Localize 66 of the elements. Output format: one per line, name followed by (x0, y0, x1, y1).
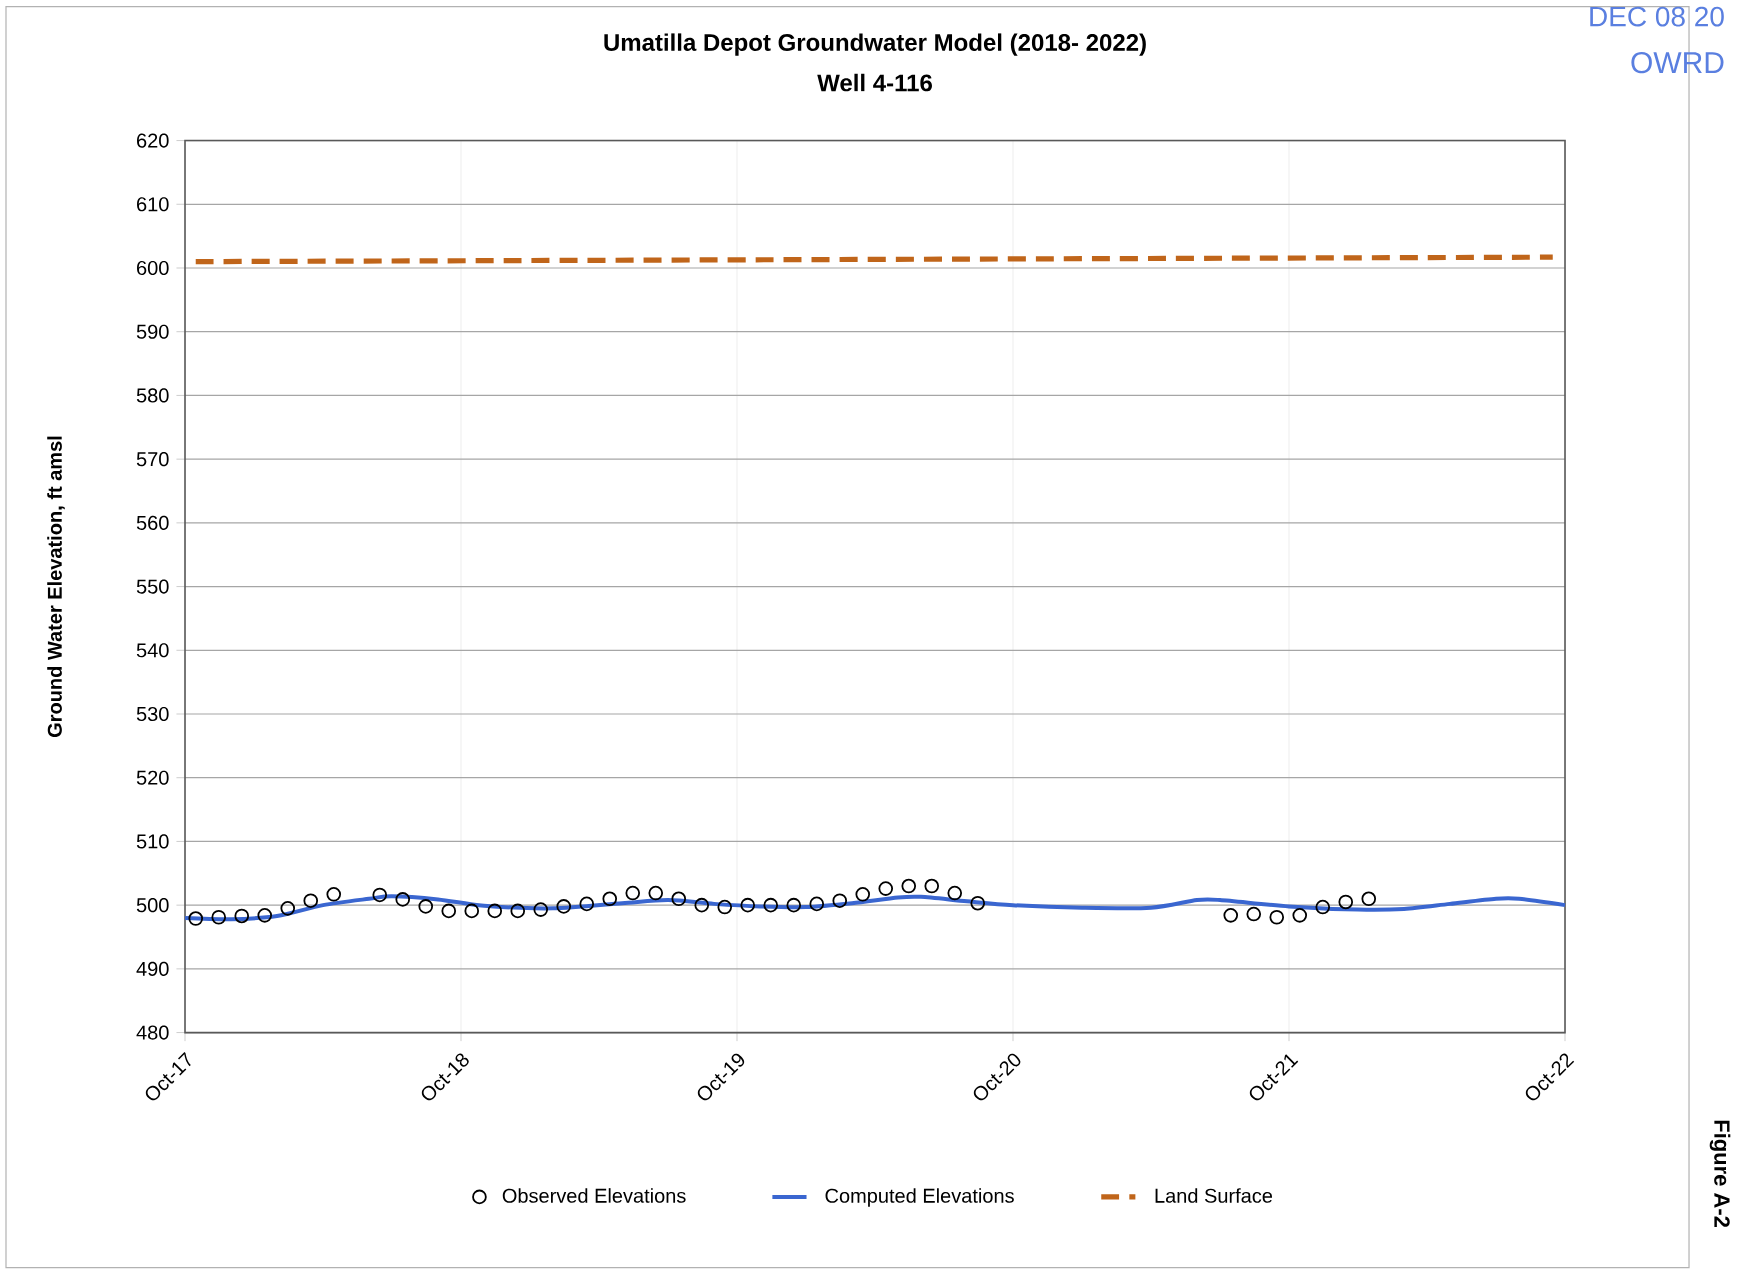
legend-label: Land Surface (1155, 1188, 1273, 1204)
point (280, 901, 296, 916)
point (418, 899, 434, 914)
point (1223, 908, 1239, 923)
legend-label: Observed Elevations (502, 1188, 686, 1204)
y-tick-label: 500 (136, 898, 169, 913)
point (510, 903, 526, 919)
point (602, 891, 618, 907)
y-tick-label: 480 (136, 1025, 169, 1040)
point (326, 887, 342, 902)
y-tick-label: 520 (136, 770, 169, 785)
point (395, 892, 411, 907)
point (1315, 899, 1331, 915)
point (533, 902, 549, 918)
point (924, 878, 940, 894)
point (234, 908, 250, 924)
point (901, 878, 917, 894)
text: DEC 08 20 (1590, 6, 1724, 27)
point (717, 899, 733, 915)
point (1338, 894, 1354, 910)
y-tick-label: 560 (136, 515, 169, 531)
text: OWRD (1631, 52, 1724, 74)
y-tick-label: 610 (137, 197, 169, 212)
y-tick-label: 620 (137, 133, 169, 148)
point (809, 896, 825, 912)
point (579, 896, 595, 912)
point (257, 908, 273, 923)
point (1246, 906, 1262, 922)
point (671, 891, 687, 907)
point (694, 898, 710, 913)
point (855, 887, 871, 902)
point (648, 885, 664, 901)
point (763, 898, 779, 913)
point (832, 893, 848, 909)
point (1361, 891, 1377, 907)
point (211, 910, 227, 925)
text: Figure A-2 (1709, 1120, 1731, 1228)
point (947, 885, 963, 901)
chart-subtitle: Well 4-116 (817, 73, 932, 92)
y-tick-label: 550 (136, 579, 169, 594)
y-tick-label: 570 (136, 452, 169, 467)
chart-title: Umatilla Depot Groundwater Model (2018- 2022) (604, 33, 1146, 56)
y-axis-title: Ground Water Elevation, ft amsl (47, 436, 65, 738)
point (1269, 910, 1285, 925)
y-tick-label: 580 (136, 388, 169, 403)
line-series (183, 894, 1568, 922)
y-tick-label: 540 (136, 643, 169, 658)
y-tick-label: 530 (136, 707, 169, 722)
point (878, 881, 894, 897)
point (786, 898, 802, 913)
point (188, 911, 204, 927)
y-tick-label: 590 (136, 324, 169, 339)
point (464, 903, 480, 919)
y-tick-label: 600 (137, 261, 169, 276)
point (441, 903, 457, 919)
point (372, 887, 388, 903)
point (556, 899, 572, 914)
point (303, 893, 319, 909)
point (625, 885, 641, 901)
y-tick-label: 510 (136, 834, 169, 849)
point (740, 898, 756, 913)
point (1292, 908, 1308, 923)
y-tick-label: 490 (136, 961, 169, 977)
point (487, 903, 503, 919)
point (970, 896, 986, 911)
legend-label: Computed Elevations (825, 1188, 1014, 1207)
